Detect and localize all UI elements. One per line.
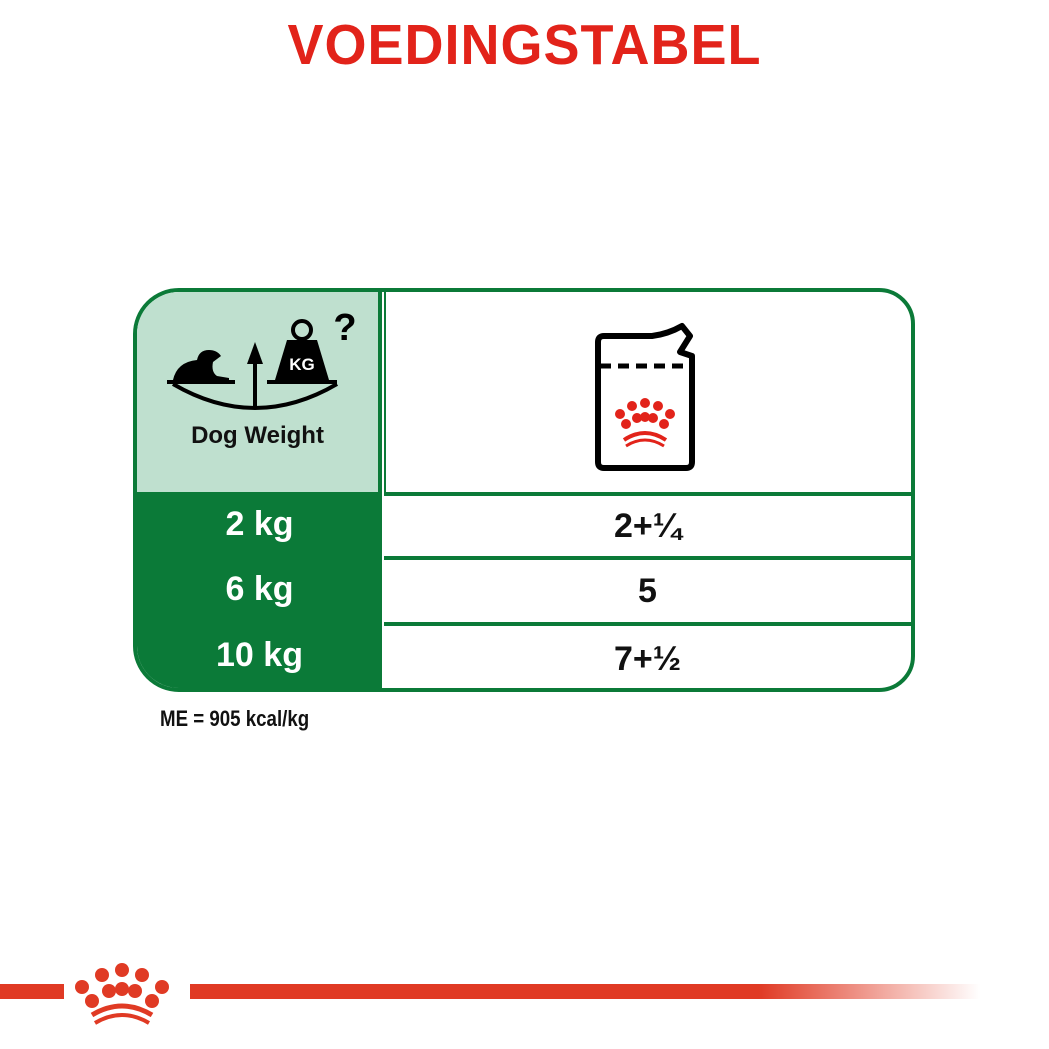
pouch-header xyxy=(384,292,911,492)
page-title: VOEDINGSTABEL xyxy=(287,13,762,77)
pouches-cell: 7+½ xyxy=(384,622,911,688)
weight-column: 2 kg 6 kg 10 kg xyxy=(137,492,382,688)
pouches-cell: 5 xyxy=(384,556,911,622)
svg-text:?: ? xyxy=(333,307,356,349)
kg-text: KG xyxy=(289,355,315,374)
weight-cell: 2 kg xyxy=(225,504,294,543)
pouch-icon xyxy=(595,323,695,471)
royal-canin-crown-logo xyxy=(75,963,169,1025)
weight-cell: 10 kg xyxy=(216,635,303,674)
dog-weight-label: Dog Weight xyxy=(191,422,324,449)
energy-footnote: ME = 905 kcal/kg xyxy=(160,706,310,731)
weight-cell: 6 kg xyxy=(225,569,294,608)
brand-line-right xyxy=(190,984,980,999)
pouches-cell: 2+¼ xyxy=(384,492,911,556)
feeding-table: KG ? Dog Weight 2 kg 6 kg 10 kg 2+¼ 5 7+… xyxy=(133,288,915,692)
dog-weight-header: KG ? Dog Weight xyxy=(137,292,382,492)
dog-weight-scale-icon: KG ? xyxy=(167,307,357,410)
brand-line-left xyxy=(0,984,64,999)
